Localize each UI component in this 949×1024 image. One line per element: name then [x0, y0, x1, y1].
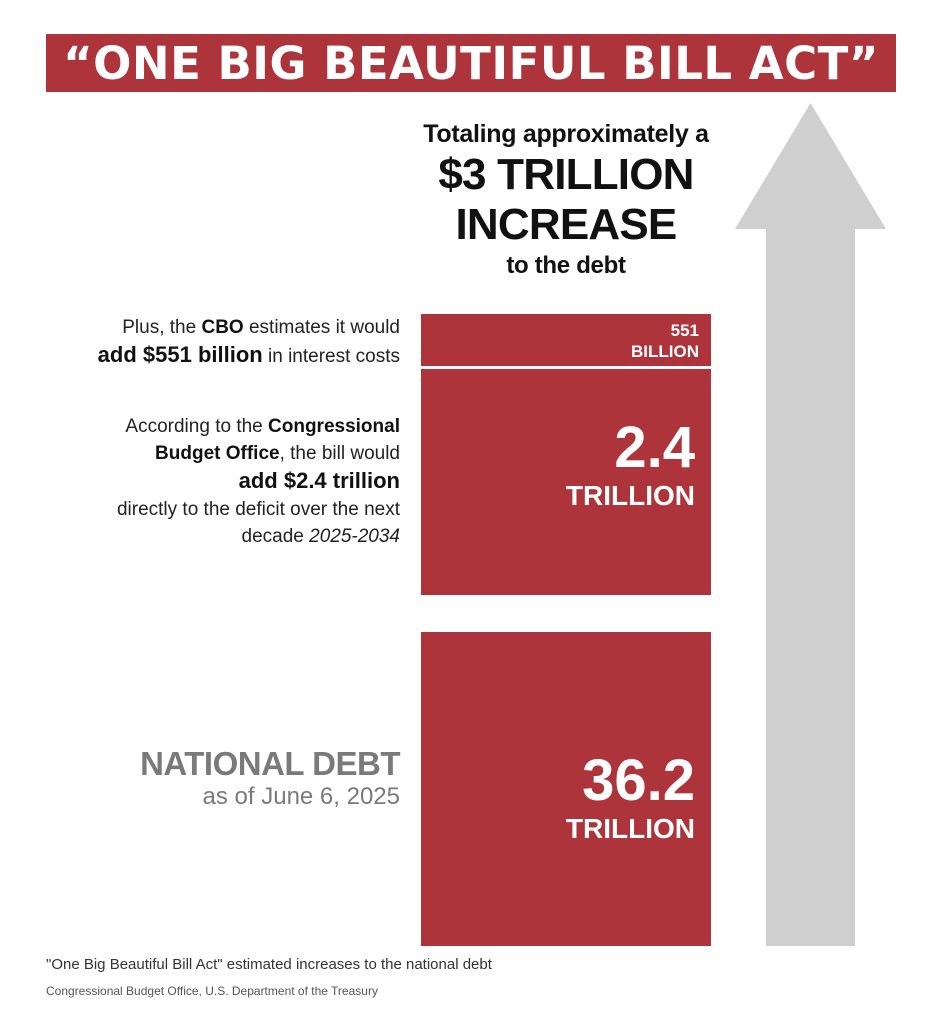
interest-note-line2: add $551 billion in interest costs [97, 342, 400, 367]
interest-note-line1: Plus, the CBO estimates it would [122, 317, 400, 338]
headline: Totaling approximately a $3 TRILLION INC… [392, 118, 740, 282]
bar-national-debt: 36.2 TRILLION [421, 632, 711, 946]
deficit-note-line5: decade 2025-2034 [241, 526, 401, 547]
bar-label-debt-unit: TRILLION [565, 813, 695, 844]
bar-label-deficit-unit: TRILLION [565, 480, 695, 511]
bar-deficit: 2.4 TRILLION [421, 369, 711, 595]
national-debt-date: as of June 6, 2025 [202, 783, 400, 810]
bar-label-interest-unit: BILLION [631, 342, 699, 361]
chart-source: Congressional Budget Office, U.S. Depart… [46, 984, 378, 998]
headline-increase: INCREASE [455, 200, 678, 249]
interest-note: Plus, the CBO estimates it would add $55… [98, 314, 400, 370]
headline-outro: to the debt [506, 252, 626, 279]
banner-title: “ONE BIG BEAUTIFUL BILL ACT” [63, 36, 879, 90]
bar-label-interest-value: 551 [670, 321, 699, 340]
bar-label-debt-value: 36.2 [582, 748, 695, 813]
headline-amount: $3 TRILLION [438, 150, 694, 199]
deficit-note-line2: Budget Office, the bill would [155, 443, 400, 464]
headline-intro: Totaling approximately a [423, 120, 709, 148]
national-debt-label: NATIONAL DEBT as of June 6, 2025 [140, 745, 400, 811]
deficit-note-line3: add $2.4 trillion [238, 468, 400, 493]
title-banner: “ONE BIG BEAUTIFUL BILL ACT” [46, 34, 896, 92]
deficit-note: According to the Congressional Budget Of… [117, 413, 400, 550]
deficit-note-line1: According to the Congressional [125, 416, 400, 437]
national-debt-title: NATIONAL DEBT [140, 745, 400, 782]
deficit-years: 2025-2034 [309, 526, 400, 547]
bar-label-deficit-value: 2.4 [614, 415, 695, 480]
deficit-note-line4: directly to the deficit over the next [116, 499, 400, 520]
bar-interest: 551 BILLION [421, 314, 711, 366]
stacked-bar-chart: 551 BILLION 2.4 TRILLION 36.2 TRILLION [421, 314, 711, 946]
up-arrow-icon [735, 103, 886, 946]
chart-caption: "One Big Beautiful Bill Act" estimated i… [46, 956, 492, 973]
